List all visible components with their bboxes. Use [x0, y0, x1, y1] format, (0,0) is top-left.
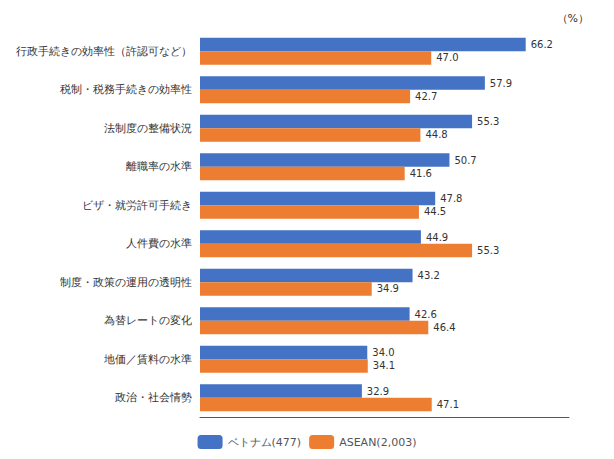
- svg-text:44.8: 44.8: [425, 129, 447, 140]
- svg-text:人件費の水準: 人件費の水準: [126, 237, 192, 250]
- svg-text:55.3: 55.3: [477, 116, 499, 127]
- svg-text:離職率の水準: 離職率の水準: [126, 160, 192, 173]
- svg-text:44.9: 44.9: [426, 232, 448, 243]
- svg-text:42.7: 42.7: [415, 91, 437, 102]
- svg-text:34.9: 34.9: [377, 283, 399, 294]
- svg-text:44.5: 44.5: [424, 206, 446, 217]
- svg-text:（%）: （%）: [557, 12, 589, 25]
- svg-text:66.2: 66.2: [531, 39, 553, 50]
- svg-text:50.7: 50.7: [454, 155, 476, 166]
- svg-text:47.8: 47.8: [440, 193, 462, 204]
- svg-text:政治・社会情勢: 政治・社会情勢: [115, 391, 192, 404]
- svg-text:34.0: 34.0: [372, 347, 394, 358]
- svg-text:32.9: 32.9: [367, 386, 389, 397]
- svg-text:57.9: 57.9: [490, 78, 512, 89]
- svg-text:制度・政策の運用の透明性: 制度・政策の運用の透明性: [60, 276, 192, 289]
- svg-text:税制・税務手続きの効率性: 税制・税務手続きの効率性: [60, 83, 192, 96]
- svg-text:42.6: 42.6: [415, 309, 437, 320]
- svg-text:46.4: 46.4: [433, 322, 455, 333]
- svg-text:ベトナム(477): ベトナム(477): [228, 436, 302, 449]
- svg-text:43.2: 43.2: [418, 270, 440, 281]
- svg-text:ASEAN(2,003): ASEAN(2,003): [339, 436, 416, 449]
- svg-text:地価／賃料の水準: 地価／賃料の水準: [103, 353, 192, 366]
- svg-text:47.1: 47.1: [437, 399, 459, 410]
- svg-text:法制度の整備状況: 法制度の整備状況: [104, 122, 192, 135]
- svg-text:55.3: 55.3: [477, 245, 499, 256]
- svg-text:47.0: 47.0: [436, 52, 458, 63]
- svg-text:行政手続きの効率性（許認可など）: 行政手続きの効率性（許認可など）: [16, 45, 192, 58]
- svg-text:34.1: 34.1: [373, 360, 395, 371]
- svg-text:41.6: 41.6: [410, 168, 432, 179]
- svg-text:為替レートの変化: 為替レートの変化: [104, 314, 192, 327]
- svg-text:ビザ・就労許可手続き: ビザ・就労許可手続き: [82, 199, 192, 212]
